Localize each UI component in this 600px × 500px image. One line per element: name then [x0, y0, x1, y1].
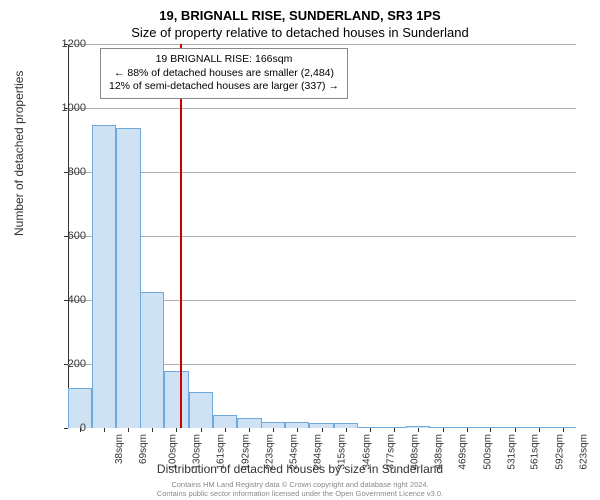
histogram-bar	[189, 392, 213, 428]
gridline	[68, 172, 576, 173]
xtick-mark	[418, 428, 419, 432]
histogram-bar	[237, 418, 261, 428]
histogram-bar	[164, 371, 188, 428]
xtick-mark	[249, 428, 250, 432]
ytick-mark	[64, 428, 68, 429]
histogram-bar	[140, 292, 164, 428]
property-info-box: 19 BRIGNALL RISE: 166sqm ← 88% of detach…	[100, 48, 348, 99]
xtick-label: 408sqm	[410, 434, 421, 470]
xtick-label: 377sqm	[386, 434, 397, 470]
histogram-bar	[213, 415, 237, 428]
xtick-mark	[467, 428, 468, 432]
histogram-bar	[92, 125, 116, 428]
gridline	[68, 108, 576, 109]
xtick-label: 469sqm	[458, 434, 469, 470]
xtick-mark	[297, 428, 298, 432]
title-address: 19, BRIGNALL RISE, SUNDERLAND, SR3 1PS	[0, 0, 600, 23]
plot-region	[68, 44, 576, 428]
info-larger-pct: 12% of semi-detached houses are larger (…	[109, 80, 339, 94]
xtick-mark	[443, 428, 444, 432]
xtick-mark	[370, 428, 371, 432]
gridline	[68, 236, 576, 237]
xtick-label: 500sqm	[482, 434, 493, 470]
xtick-mark	[128, 428, 129, 432]
xtick-mark	[104, 428, 105, 432]
ytick-label: 600	[68, 230, 86, 242]
xtick-mark	[176, 428, 177, 432]
xtick-label: 284sqm	[313, 434, 324, 470]
xtick-label: 623sqm	[579, 434, 590, 470]
footer-attribution: Contains HM Land Registry data © Crown c…	[0, 480, 600, 498]
title-subtitle: Size of property relative to detached ho…	[0, 23, 600, 46]
xtick-mark	[225, 428, 226, 432]
xtick-label: 130sqm	[192, 434, 203, 470]
xtick-mark	[539, 428, 540, 432]
xtick-mark	[394, 428, 395, 432]
ytick-label: 1000	[62, 102, 86, 114]
ytick-label: 400	[68, 294, 86, 306]
xtick-label: 592sqm	[554, 434, 565, 470]
property-reference-line	[180, 44, 182, 428]
histogram-bar	[116, 128, 140, 428]
xtick-label: 254sqm	[289, 434, 300, 470]
footer-line2: Contains public sector information licen…	[0, 489, 600, 498]
xtick-label: 100sqm	[168, 434, 179, 470]
xtick-mark	[201, 428, 202, 432]
info-property-size: 19 BRIGNALL RISE: 166sqm	[109, 53, 339, 67]
xtick-mark	[563, 428, 564, 432]
xtick-mark	[273, 428, 274, 432]
xtick-label: 69sqm	[138, 434, 149, 464]
footer-line1: Contains HM Land Registry data © Crown c…	[0, 480, 600, 489]
xtick-label: 561sqm	[530, 434, 541, 470]
xtick-label: 346sqm	[361, 434, 372, 470]
xtick-mark	[346, 428, 347, 432]
xtick-label: 192sqm	[240, 434, 251, 470]
ytick-label: 200	[68, 358, 86, 370]
gridline	[68, 44, 576, 45]
info-smaller-pct: ← 88% of detached houses are smaller (2,…	[109, 67, 339, 81]
xtick-label: 161sqm	[216, 434, 227, 470]
xtick-mark	[322, 428, 323, 432]
xtick-label: 315sqm	[337, 434, 348, 470]
xtick-label: 38sqm	[114, 434, 125, 464]
y-axis-label: Number of detached properties	[12, 71, 26, 236]
ytick-label: 1200	[62, 38, 86, 50]
histogram-chart	[68, 44, 576, 428]
xtick-label: 223sqm	[265, 434, 276, 470]
xtick-mark	[152, 428, 153, 432]
ytick-label: 0	[80, 422, 86, 434]
xtick-label: 531sqm	[506, 434, 517, 470]
xtick-mark	[515, 428, 516, 432]
xtick-mark	[490, 428, 491, 432]
ytick-label: 800	[68, 166, 86, 178]
xtick-label: 438sqm	[433, 434, 444, 470]
